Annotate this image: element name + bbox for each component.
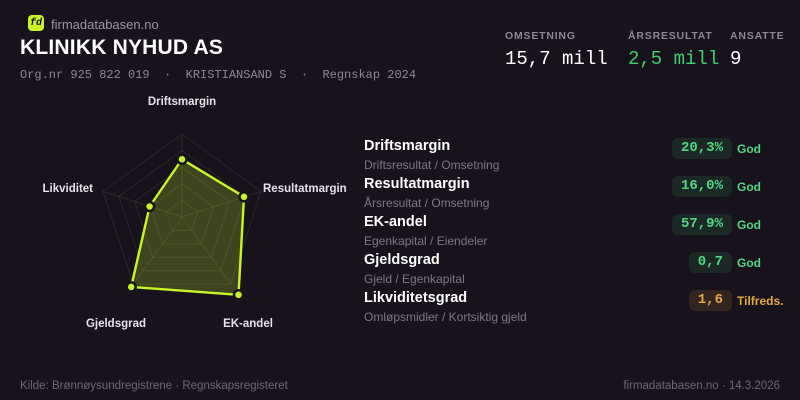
svg-text:Likviditet: Likviditet — [43, 183, 94, 195]
svg-text:Gjeldsgrad: Gjeldsgrad — [86, 318, 146, 330]
svg-text:Driftsmargin: Driftsmargin — [148, 96, 216, 108]
svg-text:Resultatmargin: Resultatmargin — [263, 183, 347, 195]
svg-text:EK-andel: EK-andel — [223, 318, 273, 330]
